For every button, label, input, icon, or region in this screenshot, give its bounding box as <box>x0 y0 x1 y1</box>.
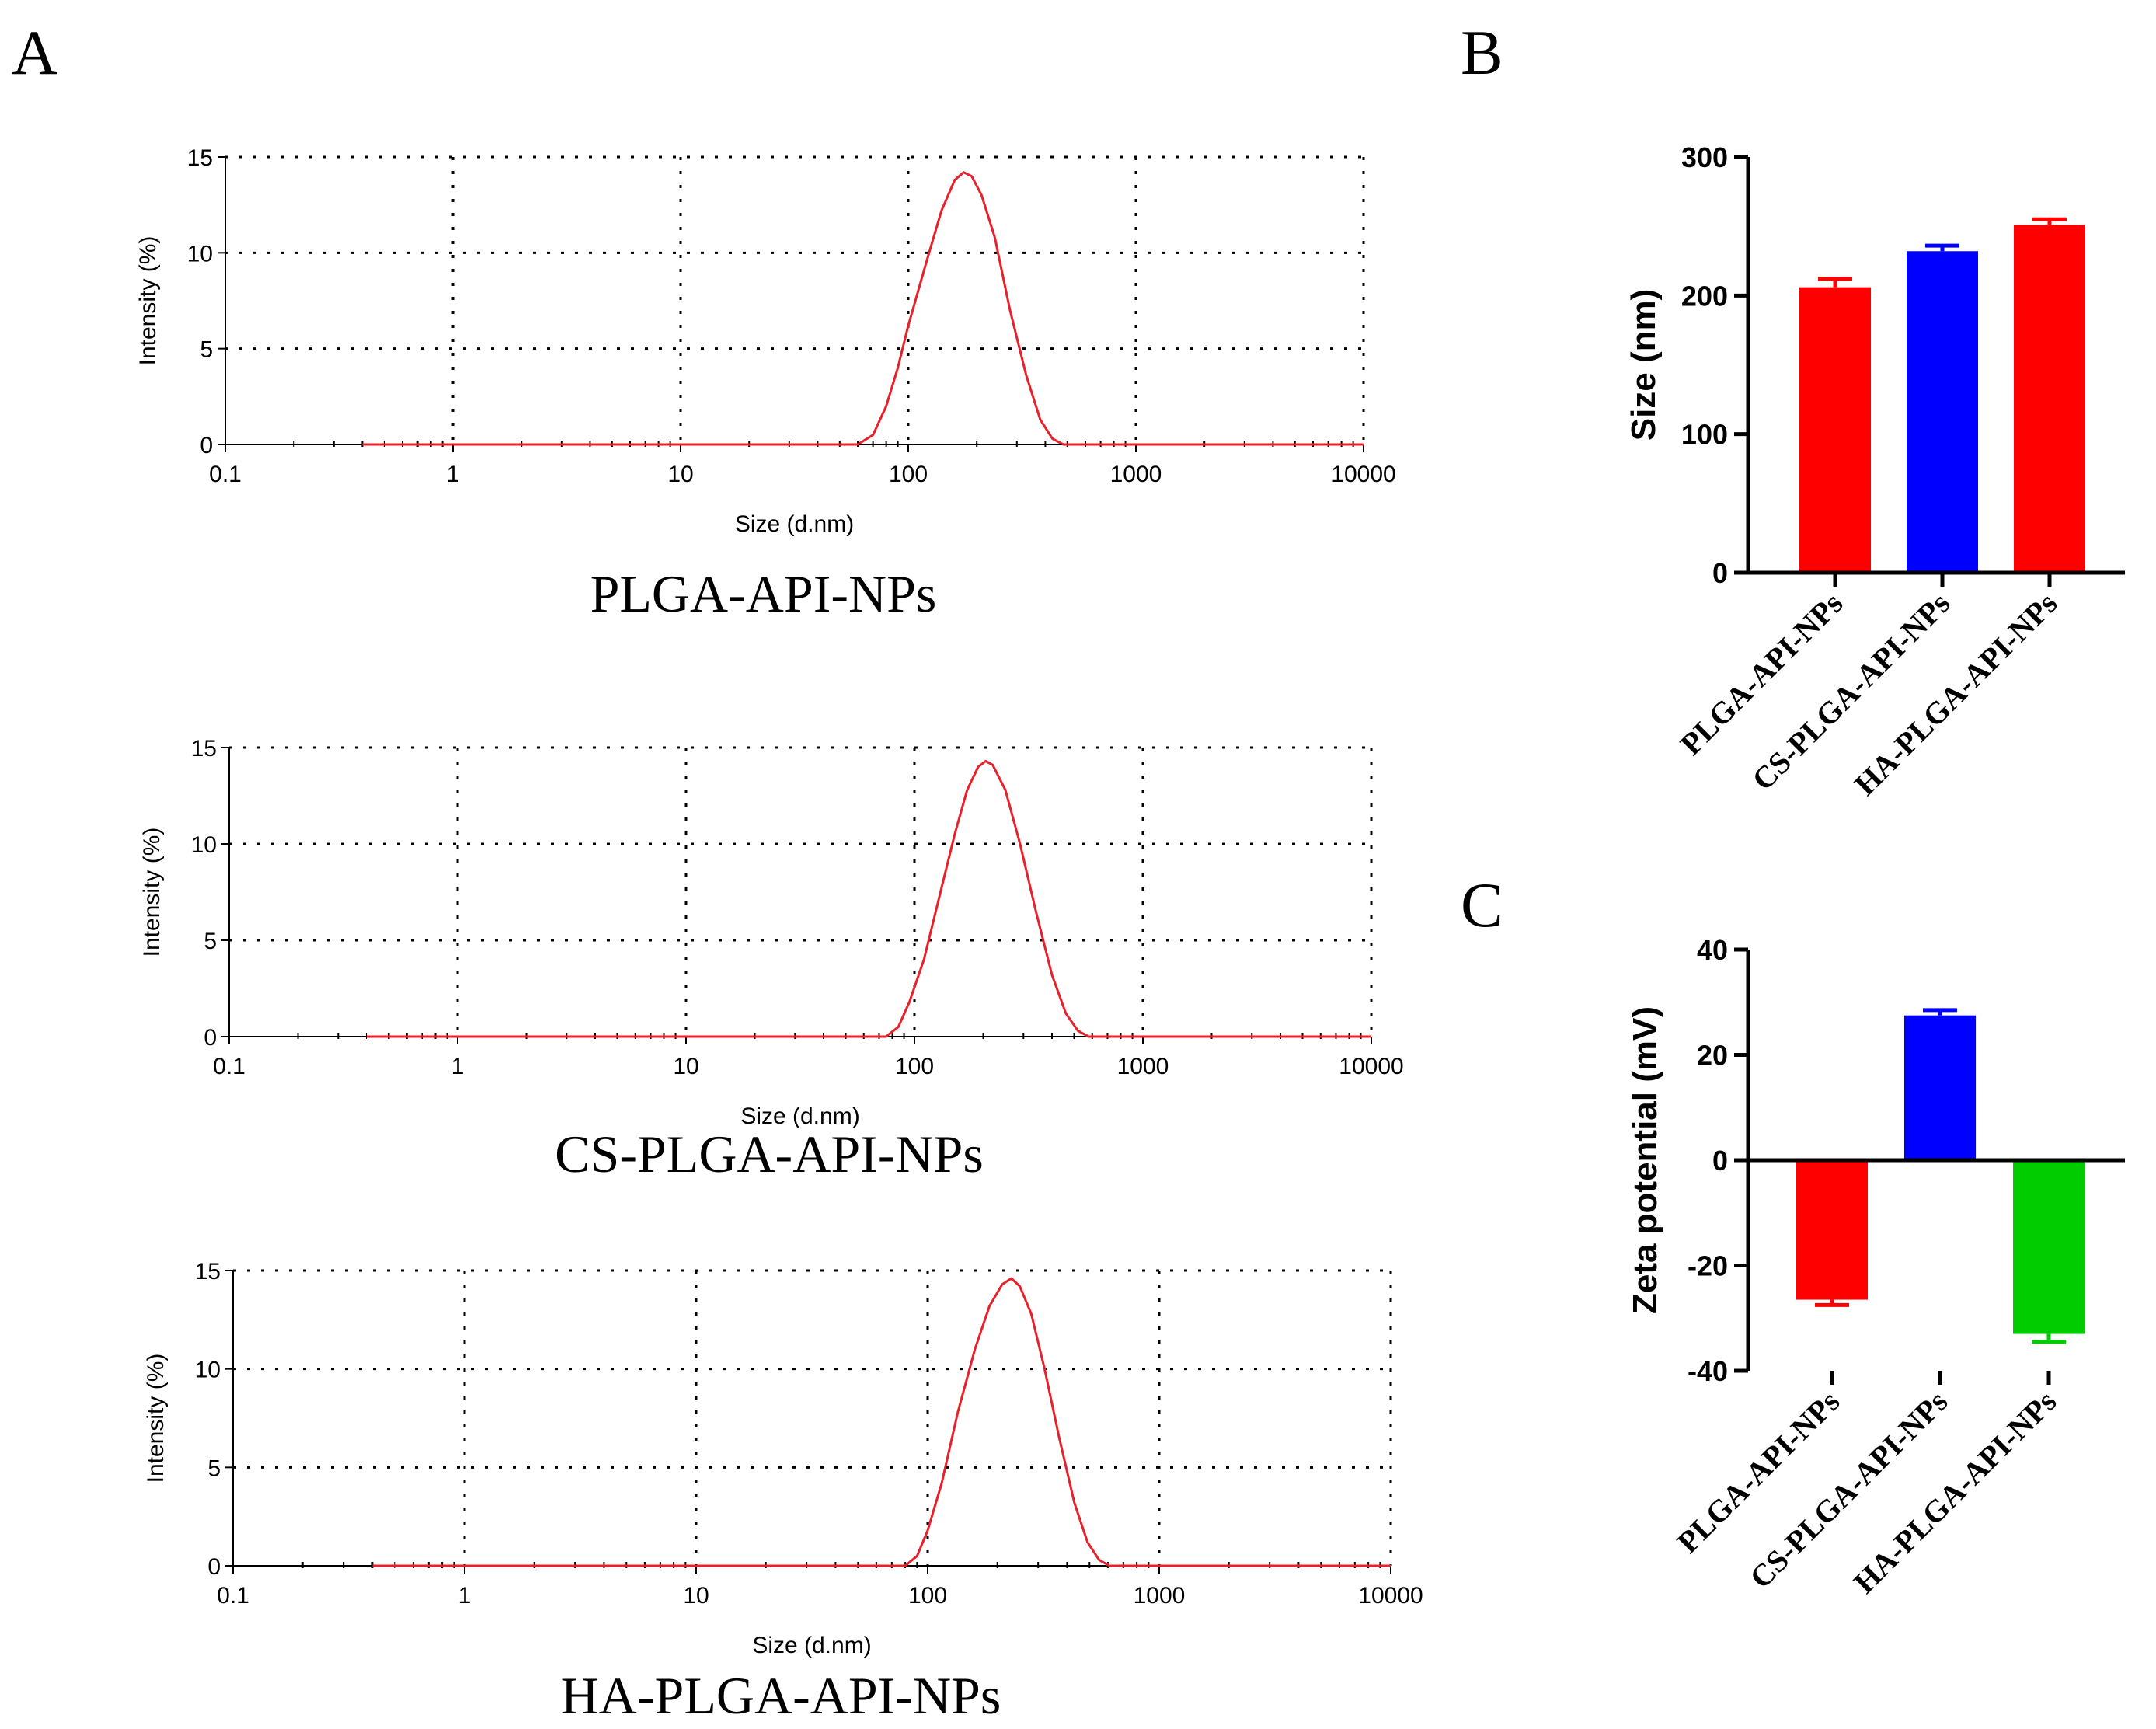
x-tick-label: 1000 <box>1110 462 1162 487</box>
y-tick-label: 5 <box>204 929 217 954</box>
y-tick-label: 15 <box>191 736 217 762</box>
y-tick-label: 200 <box>1681 280 1728 312</box>
x-category-label: HA-PLGA-API-NPs <box>1848 586 2064 803</box>
y-tick-label: 20 <box>1697 1040 1728 1072</box>
y-tick-label: 10 <box>195 1358 221 1383</box>
x-tick-label: 1 <box>451 1054 465 1079</box>
distribution-curve <box>367 759 1371 1038</box>
x-tick-label: 1000 <box>1134 1583 1186 1609</box>
y-tick-label: 15 <box>195 1259 221 1285</box>
distribution-curve <box>362 171 1364 446</box>
y-tick-label: 100 <box>1681 419 1728 451</box>
y-axis-label: Intensity (%) <box>135 236 161 366</box>
x-axis-label: Size (d.nm) <box>752 1633 871 1658</box>
bar <box>2013 1160 2085 1334</box>
dls-chart-plga: 0.1 1 10 100 1000 10000 0 5 10 15 Size (d.nm) Inten… <box>135 145 1396 623</box>
panel-c-letter: C <box>1461 870 1503 940</box>
chart-caption: CS-PLGA-API-NPs <box>555 1124 984 1183</box>
y-tick-label: 0 <box>1712 557 1728 589</box>
y-tick-label: 10 <box>191 832 217 858</box>
dls-chart-ha-plga: 0.1 1 10 100 1000 10000 0 5 10 15 Size (d.nm) Inten… <box>143 1259 1423 1725</box>
y-tick-label: 5 <box>207 1455 221 1481</box>
y-axis-label: Zeta potential (mV) <box>1626 1006 1664 1314</box>
panel-a-letter: A <box>12 17 57 88</box>
x-tick-label: 10000 <box>1358 1583 1423 1609</box>
x-tick-label: 10000 <box>1331 462 1395 487</box>
x-tick-label: 10 <box>683 1583 709 1609</box>
y-tick-label: 0 <box>204 1025 217 1051</box>
x-tick-label: 10 <box>667 462 693 487</box>
bar <box>2014 225 2085 573</box>
x-tick-label: 1 <box>447 462 460 487</box>
dls-chart-cs-plga: 0.1 1 10 100 1000 10000 0 5 10 15 Size (d.nm) Inten… <box>139 736 1404 1183</box>
y-tick-label: 0 <box>1712 1145 1728 1176</box>
x-category-label: CS-PLGA-API-NPs <box>1745 586 1956 797</box>
x-tick-label: 10 <box>673 1054 698 1079</box>
panel-b-letter: B <box>1461 17 1503 88</box>
distribution-curve <box>372 1277 1391 1567</box>
x-tick-label: 10000 <box>1339 1054 1403 1079</box>
y-tick-label: 15 <box>187 145 213 171</box>
bar <box>1796 1160 1868 1300</box>
y-tick-label: 10 <box>187 241 213 267</box>
x-category-label: CS-PLGA-API-NPs <box>1743 1384 1954 1595</box>
x-category-label: HA-PLGA-API-NPs <box>1847 1384 2064 1601</box>
y-axis-label: Intensity (%) <box>139 828 165 957</box>
bar <box>1907 251 1978 573</box>
y-tick-label: 0 <box>200 433 213 458</box>
x-tick-label: 100 <box>889 462 928 487</box>
x-tick-label: 0.1 <box>217 1583 249 1609</box>
x-tick-label: 100 <box>895 1054 934 1079</box>
x-tick-label: 0.1 <box>213 1054 246 1079</box>
y-axis-label: Size (nm) <box>1625 289 1663 441</box>
x-tick-label: 1 <box>458 1583 472 1609</box>
x-axis-label: Size (d.nm) <box>735 511 854 537</box>
y-tick-label: 0 <box>207 1554 221 1580</box>
y-tick-label: -40 <box>1688 1355 1728 1387</box>
y-axis-label: Intensity (%) <box>143 1354 169 1483</box>
y-tick-label: 5 <box>200 337 213 363</box>
bar <box>1799 287 1871 573</box>
chart-caption: HA-PLGA-API-NPs <box>561 1666 1001 1725</box>
chart-caption: PLGA-API-NPs <box>590 564 937 623</box>
y-tick-label: 40 <box>1697 934 1728 966</box>
x-tick-label: 1000 <box>1117 1054 1169 1079</box>
y-tick-label: 300 <box>1681 141 1728 173</box>
x-axis-label: Size (d.nm) <box>740 1103 859 1129</box>
x-tick-label: 100 <box>908 1583 947 1609</box>
y-tick-label: -20 <box>1688 1250 1728 1282</box>
bar <box>1904 1015 1976 1160</box>
x-tick-label: 0.1 <box>209 462 242 487</box>
